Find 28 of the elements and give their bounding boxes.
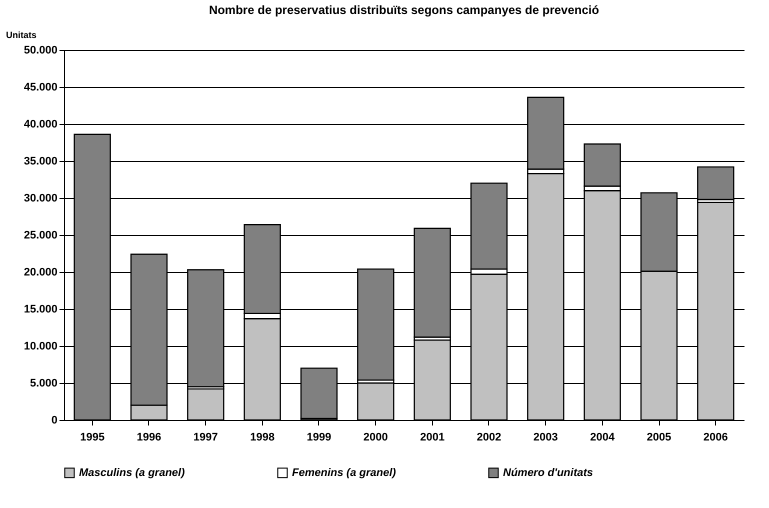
x-tick-label: 2001: [420, 432, 445, 444]
x-tick-label: 2005: [646, 432, 672, 444]
chart-title: Nombre de preservatius distribuïts segons campanyes de prevenció: [208, 3, 600, 17]
x-tick-label: 2000: [363, 432, 388, 444]
x-tick-label: 1998: [250, 432, 275, 444]
x-tick-label: 2003: [533, 432, 558, 444]
y-tick-label: 50.000: [24, 44, 58, 56]
y-tick-label: 40.000: [24, 118, 58, 130]
y-tick-label: 20.000: [24, 266, 58, 278]
x-tick-label: 2004: [590, 432, 616, 444]
y-tick-label: 10.000: [24, 340, 58, 352]
x-tick-label: 2002: [476, 432, 502, 444]
y-axis-title: Unitats: [6, 30, 37, 40]
x-tick-label: 1996: [136, 432, 162, 444]
legend-label: Femenins (a granel): [292, 466, 396, 479]
y-tick-label: 45.000: [24, 82, 58, 94]
legend-label: Número d'unitats: [503, 466, 594, 479]
y-tick-label: 0: [51, 414, 58, 426]
y-tick-label: 30.000: [24, 192, 58, 204]
x-tick-label: 1995: [80, 432, 105, 444]
x-tick-label: 1999: [306, 432, 332, 444]
y-tick-label: 35.000: [24, 156, 58, 168]
x-tick-label: 1997: [193, 432, 218, 444]
y-tick-label: 15.000: [24, 304, 58, 316]
y-tick-label: 25.000: [24, 230, 58, 242]
legend-label: Masculins (a granel): [79, 466, 186, 479]
y-tick-label: 5.000: [30, 378, 58, 390]
x-tick-label: 2006: [703, 432, 728, 444]
